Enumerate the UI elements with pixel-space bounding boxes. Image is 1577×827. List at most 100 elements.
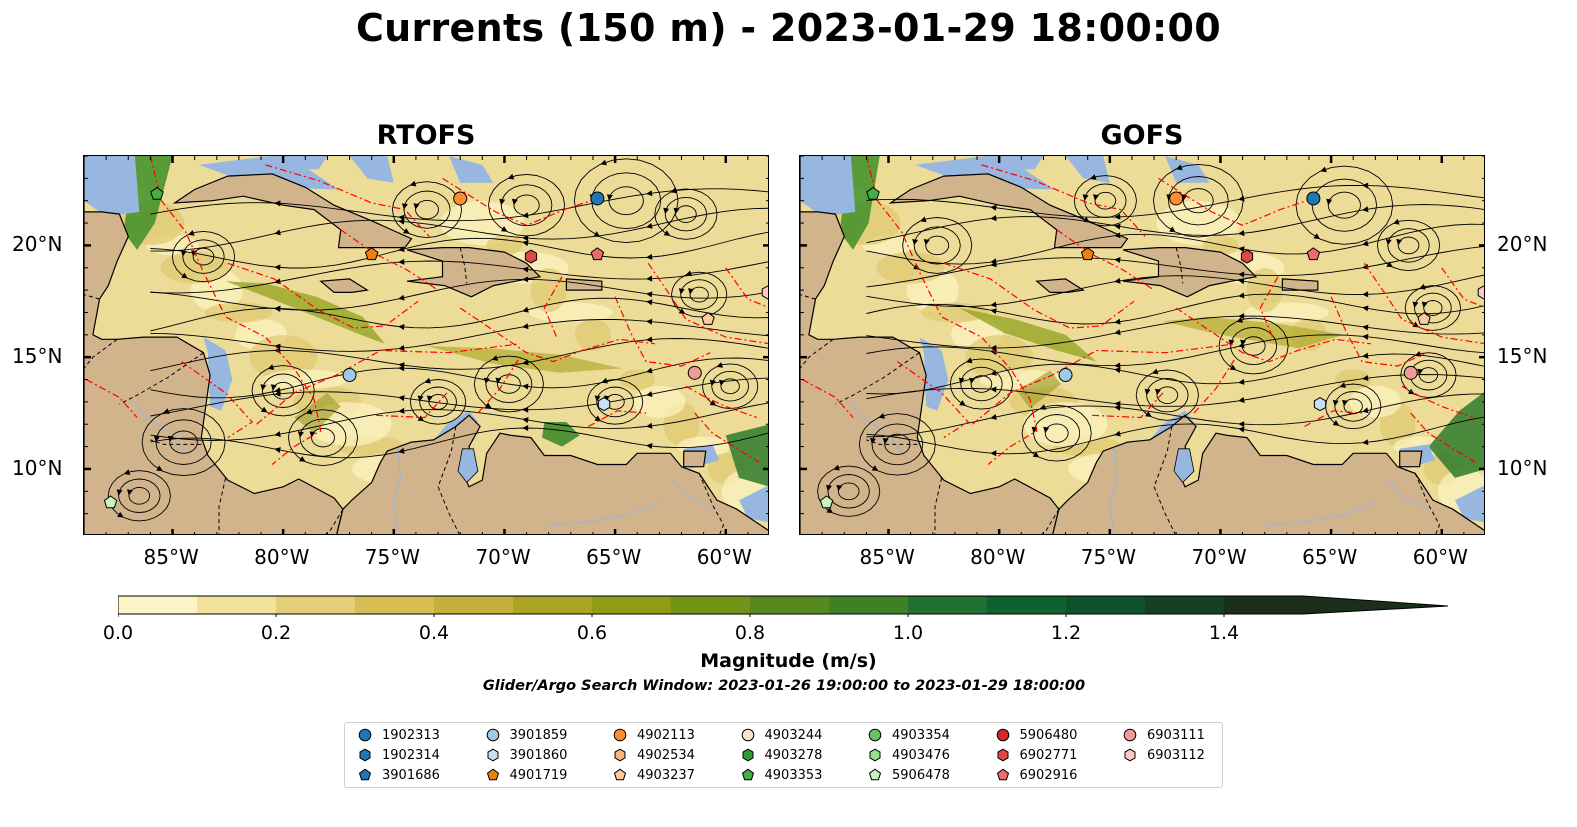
colorbar-segment xyxy=(1066,596,1146,614)
streamline xyxy=(150,231,768,269)
legend-label: 3901859 xyxy=(509,727,568,743)
float-marker-4901719[interactable] xyxy=(364,247,379,261)
legend-item-6903111: 6903111 xyxy=(1122,727,1205,743)
streamline xyxy=(866,416,1484,455)
shallow-water xyxy=(1455,485,1484,523)
float-marker-5906478[interactable] xyxy=(103,495,118,509)
streamline xyxy=(664,196,708,232)
eez-boundary xyxy=(149,156,322,465)
streamline-arrow xyxy=(403,228,410,234)
float-marker-4903353[interactable] xyxy=(866,186,880,200)
streamline-arrow xyxy=(274,264,281,271)
eez-boundary xyxy=(588,410,647,428)
streamline-arrow xyxy=(826,507,834,514)
float-marker-4903353[interactable] xyxy=(150,186,164,200)
legend-item-4901719: 4901719 xyxy=(485,767,567,783)
colorbar-segment xyxy=(1224,596,1304,614)
float-marker-1902313[interactable] xyxy=(1306,191,1321,206)
eez-boundary xyxy=(1363,262,1484,345)
land xyxy=(1122,247,1258,298)
streamline-arrow xyxy=(594,415,602,422)
float-marker-6902771[interactable] xyxy=(1240,249,1254,264)
float-marker-6903111[interactable] xyxy=(1403,365,1418,380)
streamline xyxy=(150,357,768,399)
streamline-arrow xyxy=(1417,368,1424,376)
legend-label: 4902113 xyxy=(637,727,695,743)
legend-label: 5906478 xyxy=(892,767,950,783)
streamline-arrow xyxy=(267,364,275,370)
streamline-arrow xyxy=(670,187,677,194)
float-marker-6902771[interactable] xyxy=(524,249,538,264)
shallow-water xyxy=(919,337,949,411)
streamline-arrow xyxy=(522,276,529,283)
streamline-arrow xyxy=(398,258,405,265)
legend-item-4903278: 4903278 xyxy=(740,747,822,763)
float-marker-6903112[interactable] xyxy=(1477,285,1485,300)
streamline xyxy=(720,378,740,395)
float-marker-4901719[interactable] xyxy=(1080,247,1095,261)
streamline-arrow xyxy=(1114,318,1121,325)
float-marker-4903237[interactable] xyxy=(1417,312,1431,325)
float-marker-4902113[interactable] xyxy=(453,191,468,206)
streamline-arrow xyxy=(1238,426,1245,433)
streamline-arrow xyxy=(495,377,502,384)
float-marker-4902113[interactable] xyxy=(1169,191,1184,206)
streamline-arrow xyxy=(882,437,889,445)
streamline-arrow xyxy=(417,415,425,422)
float-marker-4903237[interactable] xyxy=(701,312,715,325)
streamline xyxy=(1230,326,1278,366)
float-marker-1902313[interactable] xyxy=(590,191,605,206)
float-marker-6903112[interactable] xyxy=(761,285,769,300)
streamline-arrow xyxy=(1238,397,1245,403)
streamline xyxy=(1376,219,1441,272)
float-marker-3901859[interactable] xyxy=(342,368,357,383)
streamline-arrow xyxy=(1083,216,1090,223)
eez-boundary xyxy=(1193,356,1237,414)
land xyxy=(336,414,768,534)
streamline xyxy=(1400,352,1457,398)
colorbar-segment xyxy=(118,596,198,614)
colorbar-tick-label: 1.0 xyxy=(892,622,924,644)
streamline-arrow xyxy=(500,226,508,232)
lon-tick-label: 85°W xyxy=(143,545,199,569)
streamline-arrow xyxy=(709,399,717,406)
streamline xyxy=(150,377,768,417)
streamline xyxy=(150,278,768,311)
search-window-note: Glider/Argo Search Window: 2023-01-26 19… xyxy=(482,678,1086,694)
streamline xyxy=(128,486,151,505)
float-marker-3901859[interactable] xyxy=(1058,368,1073,383)
streamline-arrow xyxy=(1238,278,1245,285)
streamline xyxy=(1327,191,1361,219)
land xyxy=(406,247,542,298)
pentagon-marker-icon xyxy=(741,768,754,781)
streamline xyxy=(949,358,1014,410)
eez-boundary xyxy=(256,343,520,425)
map-gofs[interactable] xyxy=(799,155,1485,535)
colorbar-segment xyxy=(434,596,514,614)
streamline xyxy=(925,235,950,256)
streamline-arrow xyxy=(600,159,607,166)
country-border xyxy=(150,439,202,445)
float-marker-5906478[interactable] xyxy=(819,495,834,509)
streamline-arrow xyxy=(522,240,529,247)
float-marker-3901860[interactable] xyxy=(597,397,611,412)
streamline-arrow xyxy=(871,465,879,471)
speed-patch xyxy=(204,302,273,323)
circle-marker-icon xyxy=(1123,728,1137,742)
float-marker-6902916[interactable] xyxy=(1306,247,1321,261)
panel-title-rtofs: RTOFS xyxy=(376,120,476,151)
streamline-arrow xyxy=(646,336,653,343)
streamline-arrow xyxy=(1155,388,1161,396)
streamline-arrow xyxy=(1332,420,1340,426)
streamline xyxy=(858,413,936,476)
float-marker-3901860[interactable] xyxy=(1313,397,1327,412)
float-marker-6903111[interactable] xyxy=(687,365,702,380)
map-rtofs[interactable] xyxy=(83,155,769,535)
streamline xyxy=(150,207,768,252)
float-marker-6902916[interactable] xyxy=(590,247,605,261)
streamline xyxy=(1218,317,1289,375)
eez-boundary xyxy=(972,343,1236,425)
eez-boundary xyxy=(340,229,439,291)
streamline-arrow xyxy=(167,435,174,443)
streamline-arrow xyxy=(601,377,608,384)
